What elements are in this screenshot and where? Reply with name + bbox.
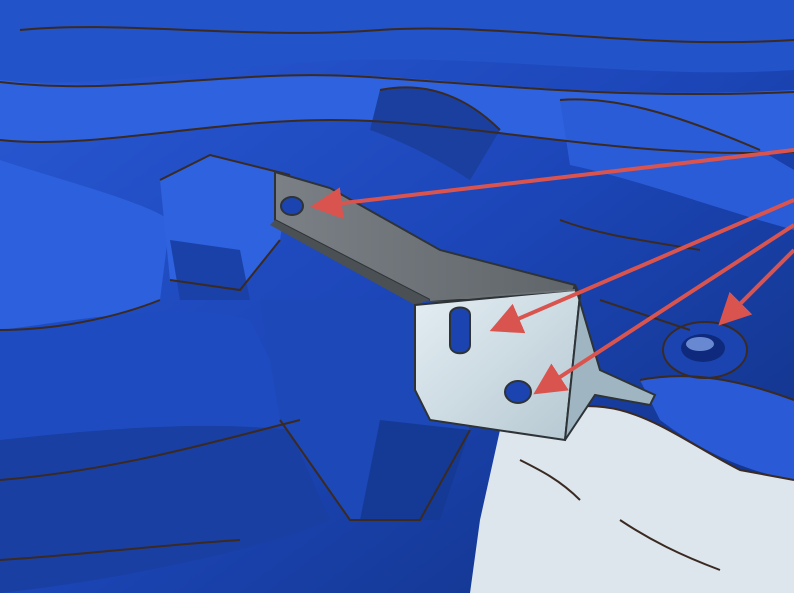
bracket-arm-hole — [280, 196, 304, 216]
scan-recess — [370, 87, 500, 180]
scan-bottom-left — [0, 425, 330, 593]
bracket-front-face — [414, 288, 582, 442]
scan-edge-contours — [0, 26, 794, 571]
scan-central-shadow — [360, 420, 470, 520]
scan-left-panel — [0, 160, 170, 330]
annotation-arrows — [310, 148, 794, 395]
bracket-fold-line — [429, 289, 576, 301]
scan-top-band — [0, 0, 794, 83]
arrow-slot — [489, 198, 794, 334]
arrow-boss-hole — [718, 248, 794, 326]
bracket-round-hole — [504, 380, 532, 404]
bracket-slot — [449, 306, 471, 355]
scan-block-shadow — [170, 240, 250, 300]
scan-right-lower — [640, 376, 794, 480]
background-gap — [470, 406, 794, 593]
bracket-arm-edge — [270, 220, 430, 305]
arrow-round-hole — [533, 223, 794, 395]
cad-bracket — [270, 170, 657, 442]
bracket-side-fold — [564, 284, 657, 441]
arrow-arm-hole — [310, 148, 794, 220]
scan-boss-highlight — [686, 337, 714, 351]
